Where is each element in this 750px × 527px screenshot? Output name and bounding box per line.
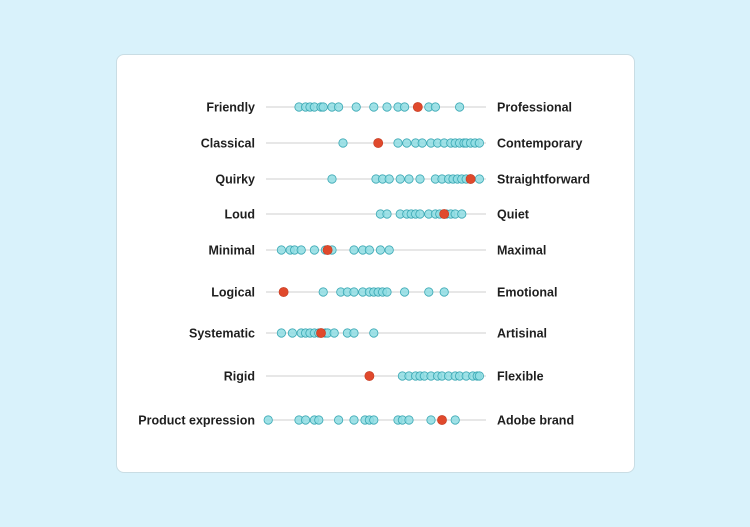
- response-point: [314, 415, 324, 425]
- response-point: [454, 102, 465, 112]
- highlight-point: [437, 415, 447, 425]
- highlight-point: [364, 371, 375, 381]
- response-point: [369, 102, 379, 112]
- response-point: [327, 174, 337, 184]
- response-point: [329, 328, 339, 338]
- chart-row: Friendly Professional: [206, 101, 572, 115]
- response-point: [430, 102, 440, 112]
- response-point: [399, 287, 410, 297]
- response-point: [296, 245, 306, 255]
- row-right-label: Professional: [497, 101, 572, 115]
- row-left-label: Quirky: [215, 173, 255, 187]
- response-point: [309, 245, 319, 255]
- response-point: [382, 287, 392, 297]
- response-point: [382, 209, 392, 219]
- response-point: [276, 328, 286, 338]
- row-right-label: Flexible: [497, 370, 544, 384]
- response-point: [424, 287, 434, 297]
- response-point: [263, 415, 273, 425]
- response-point: [402, 138, 412, 148]
- response-point: [393, 138, 403, 148]
- highlight-point: [322, 245, 333, 255]
- response-point: [404, 174, 414, 184]
- chart-row: Systematic Artisinal: [189, 327, 547, 341]
- response-point: [415, 174, 425, 184]
- response-point: [439, 287, 449, 297]
- chart-row: Quirky Straightforward: [215, 173, 590, 187]
- response-point: [417, 138, 427, 148]
- row-left-label: Classical: [201, 137, 255, 151]
- row-right-label: Quiet: [497, 208, 530, 222]
- highlight-point: [278, 287, 289, 297]
- response-point: [369, 415, 379, 425]
- response-point: [318, 287, 328, 297]
- chart-row: Product expression Adobe brand: [138, 414, 574, 428]
- response-point: [349, 415, 359, 425]
- response-point: [349, 287, 359, 297]
- response-point: [351, 102, 361, 112]
- row-left-label: Rigid: [224, 370, 255, 384]
- response-point: [384, 245, 394, 255]
- response-point: [349, 245, 359, 255]
- highlight-point: [316, 328, 326, 338]
- response-point: [474, 174, 484, 184]
- response-point: [276, 245, 286, 255]
- row-right-label: Artisinal: [497, 327, 547, 341]
- row-left-label: Systematic: [189, 327, 255, 341]
- highlight-point: [373, 138, 384, 148]
- chart-row: Rigid Flexible: [224, 370, 544, 384]
- row-left-label: Product expression: [138, 414, 255, 428]
- response-point: [450, 415, 460, 425]
- response-point: [399, 102, 410, 112]
- response-point: [364, 245, 374, 255]
- row-left-label: Loud: [224, 208, 255, 222]
- response-point: [318, 102, 328, 112]
- row-right-label: Emotional: [497, 286, 557, 300]
- response-point: [426, 415, 436, 425]
- response-point: [404, 415, 414, 425]
- row-right-label: Maximal: [497, 244, 546, 258]
- response-point: [382, 102, 392, 112]
- response-point: [300, 415, 311, 425]
- response-point: [369, 328, 379, 338]
- response-point: [415, 209, 425, 219]
- chart-row: Loud Quiet: [224, 208, 529, 222]
- response-point: [474, 138, 484, 148]
- response-point: [287, 328, 297, 338]
- response-point: [375, 245, 385, 255]
- chart-row: Classical Contemporary: [201, 137, 583, 151]
- row-left-label: Friendly: [206, 101, 255, 115]
- chart-row: Minimal Maximal: [208, 244, 546, 258]
- row-left-label: Minimal: [208, 244, 255, 258]
- response-point: [474, 371, 484, 381]
- chart-card: [116, 54, 635, 473]
- response-point: [338, 138, 348, 148]
- highlight-point: [412, 102, 423, 112]
- row-right-label: Adobe brand: [497, 414, 574, 428]
- row-right-label: Straightforward: [497, 173, 590, 187]
- response-point: [333, 102, 344, 112]
- chart-row: Logical Emotional: [211, 286, 557, 300]
- highlight-point: [439, 209, 450, 219]
- response-point: [395, 174, 405, 184]
- row-right-label: Contemporary: [497, 137, 582, 151]
- row-left-label: Logical: [211, 286, 255, 300]
- response-point: [457, 209, 467, 219]
- response-point: [333, 415, 344, 425]
- response-point: [349, 328, 359, 338]
- response-point: [384, 174, 394, 184]
- highlight-point: [465, 174, 476, 184]
